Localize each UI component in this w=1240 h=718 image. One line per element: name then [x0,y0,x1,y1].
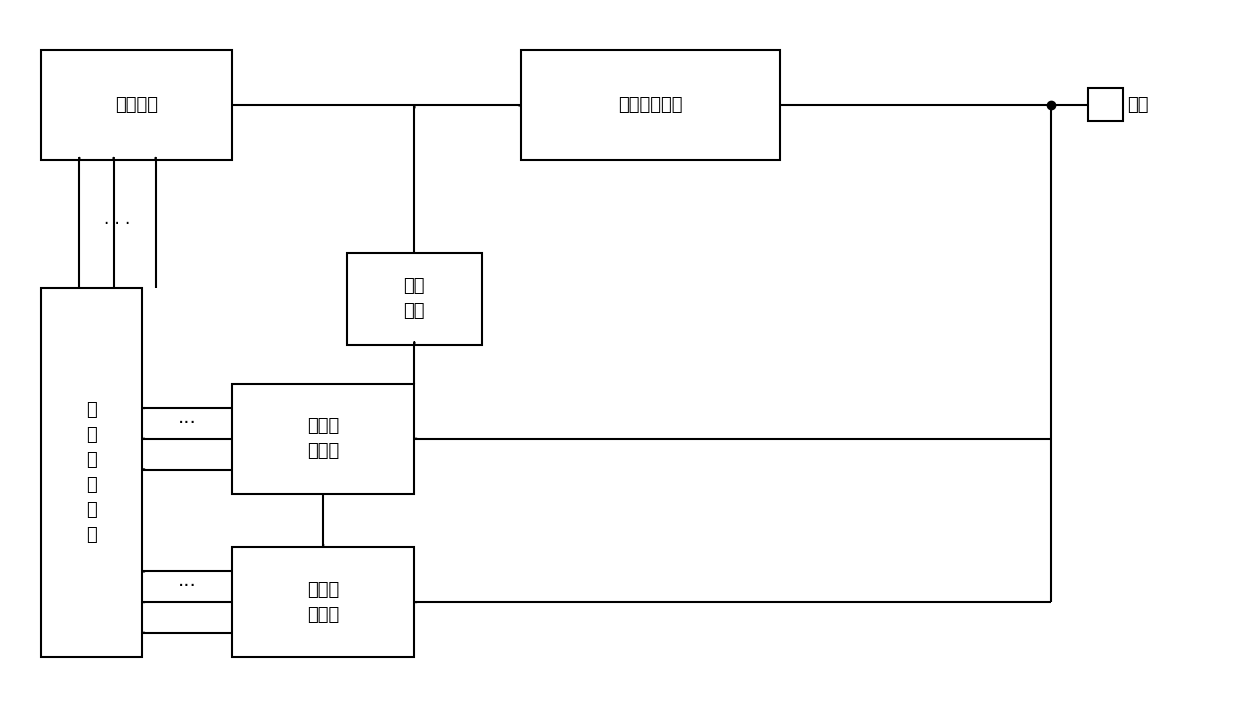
Bar [1087,88,1122,121]
Text: · · ·: · · · [104,215,130,233]
Text: 内部电路: 内部电路 [115,96,157,114]
Bar [41,288,143,657]
Bar [522,50,780,160]
Bar [232,547,414,657]
Text: 烧断控
制模块: 烧断控 制模块 [308,581,340,623]
Text: 复用端口模块: 复用端口模块 [619,96,683,114]
Bar [346,253,482,345]
Text: ···: ··· [177,414,196,433]
Bar [232,384,414,494]
Text: ···: ··· [177,577,196,596]
Bar [41,50,232,160]
Text: 修
调
阵
列
模
块: 修 调 阵 列 模 块 [87,401,97,544]
Text: 输出: 输出 [1127,96,1149,114]
Text: 修调寻
址模块: 修调寻 址模块 [308,417,340,460]
Text: 锁存
模块: 锁存 模块 [403,277,425,320]
